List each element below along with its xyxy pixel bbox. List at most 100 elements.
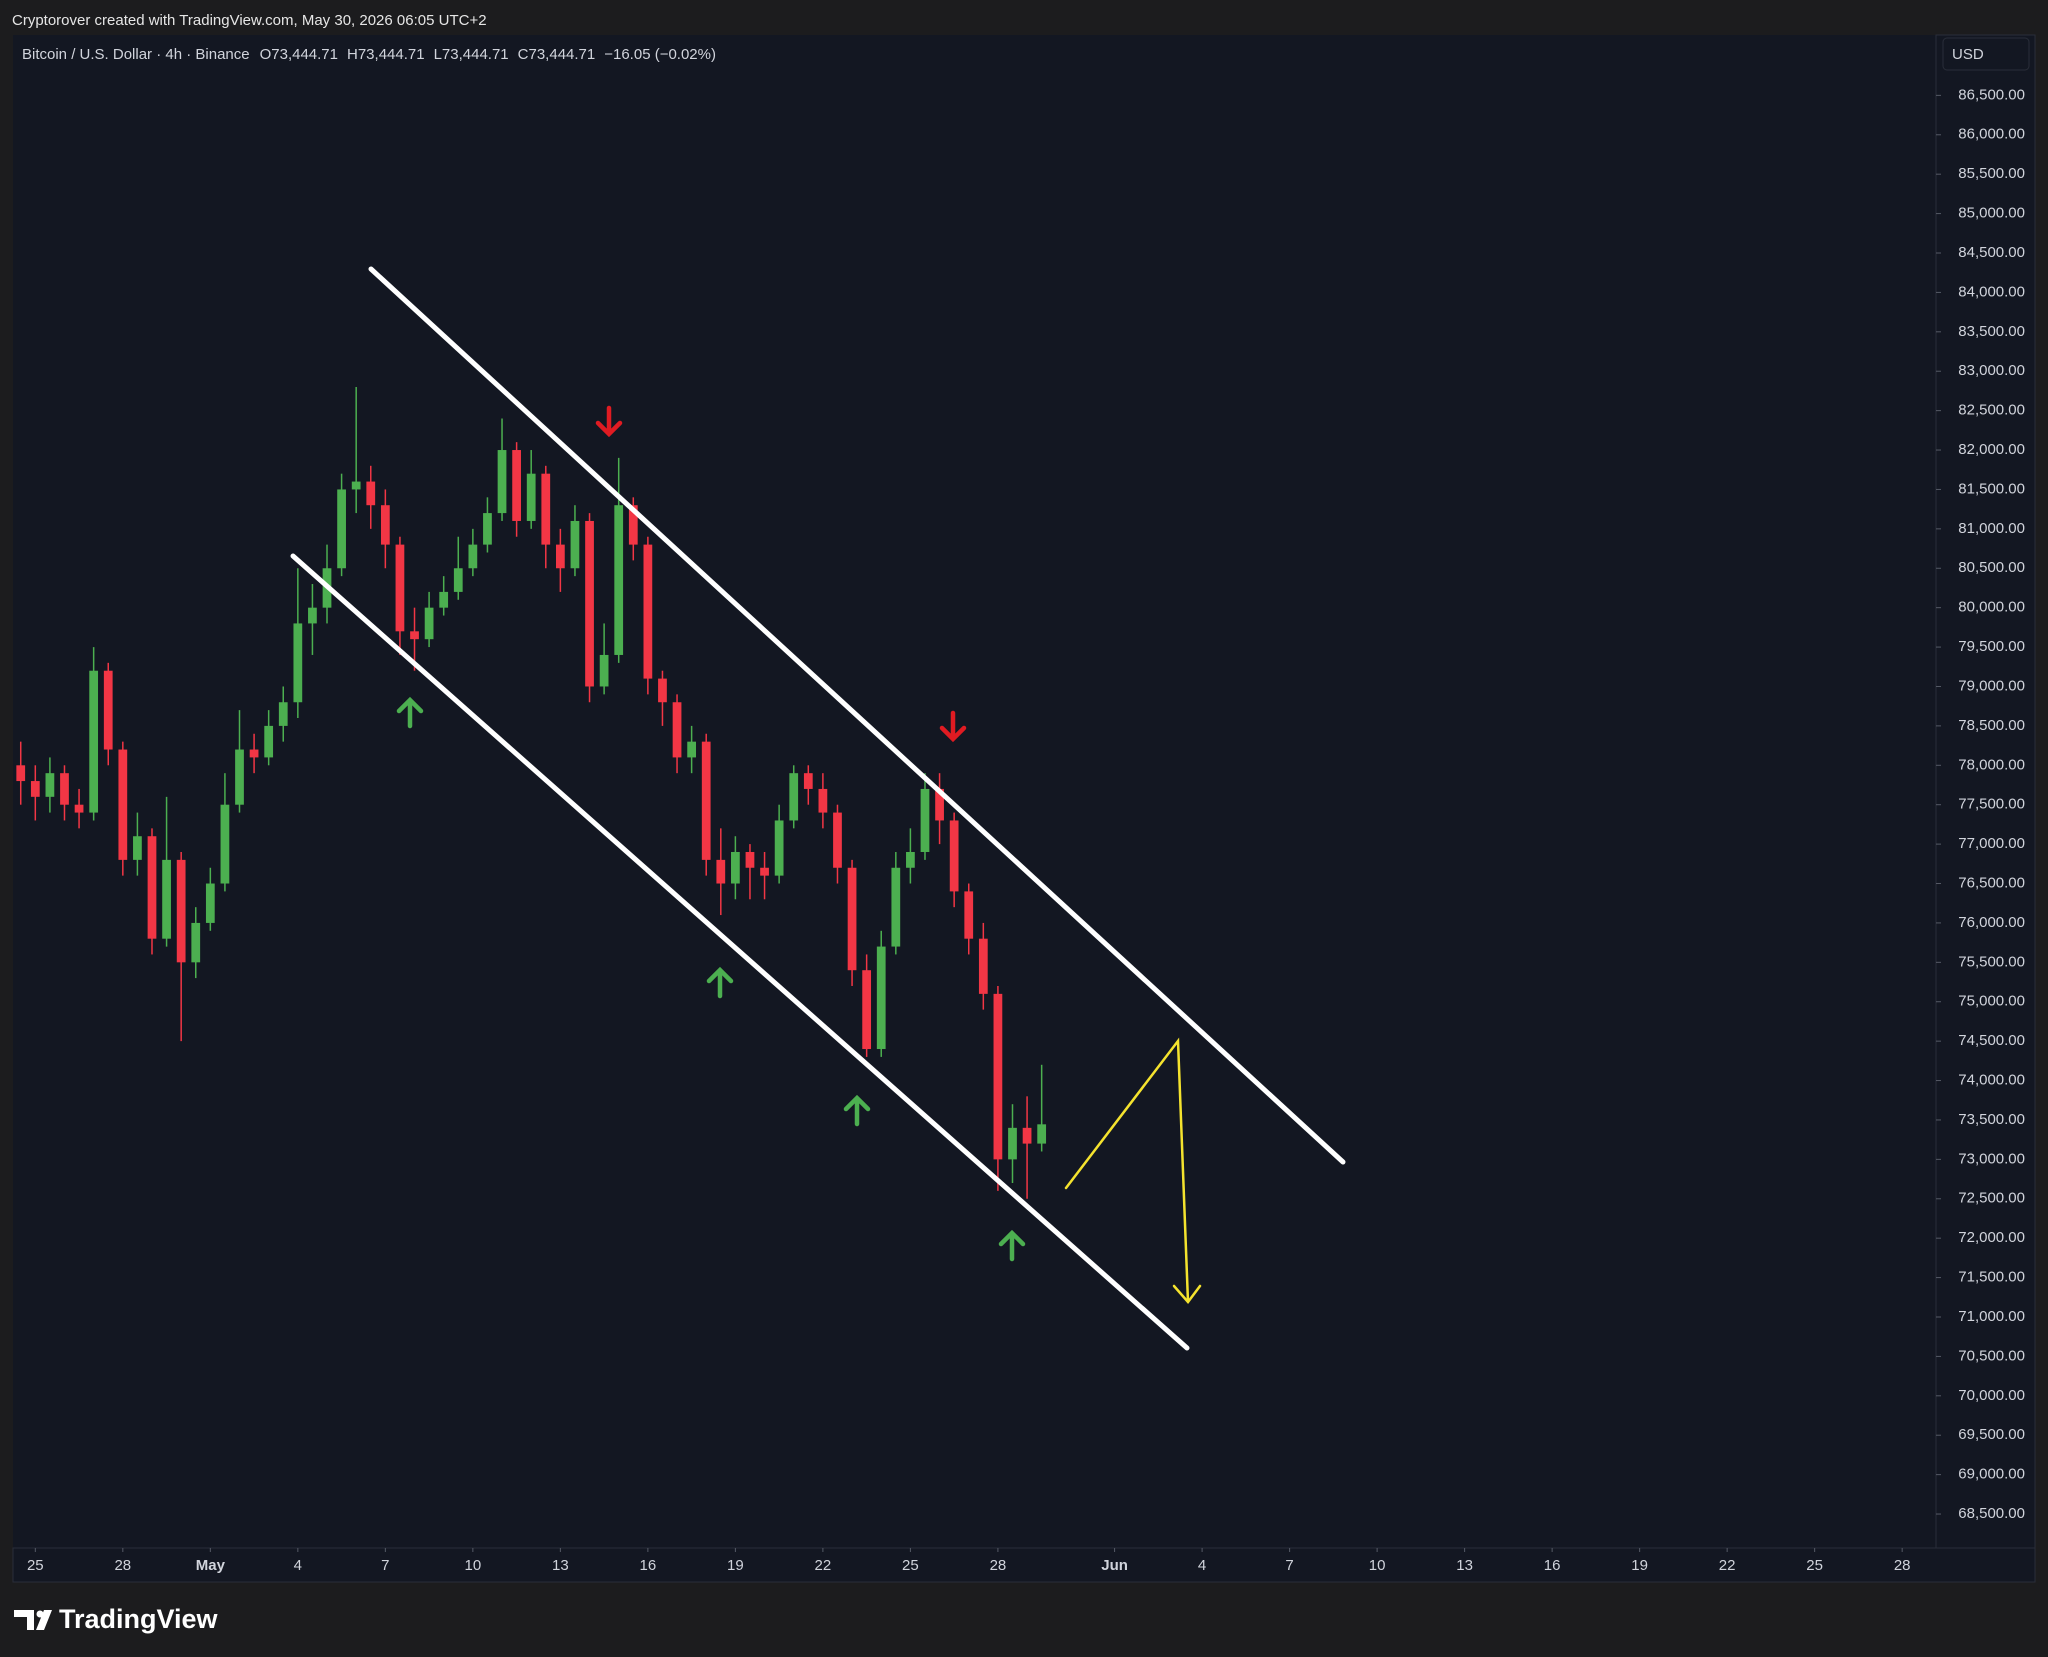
y-tick-label: 80,500.00: [1958, 559, 2025, 576]
candle-body: [191, 922, 201, 963]
candle-body: [701, 741, 711, 860]
candle-body: [439, 591, 449, 608]
y-tick-label: 69,000.00: [1958, 1466, 2025, 1483]
y-tick-label: 77,500.00: [1958, 796, 2025, 813]
logo-dot: [36, 1610, 44, 1618]
candle-body: [45, 773, 55, 797]
y-tick-label: 73,000.00: [1958, 1150, 2025, 1167]
candle-body: [541, 473, 551, 545]
candle-body: [162, 859, 171, 939]
x-tick-label: 28: [114, 1557, 131, 1574]
x-tick-label: 10: [1369, 1557, 1386, 1574]
candle-body: [920, 788, 930, 852]
candle-body: [220, 804, 230, 884]
time-axis: [12, 1547, 2036, 1583]
candle-body: [862, 970, 872, 1050]
candle-body: [803, 773, 813, 789]
candle-body: [235, 749, 244, 805]
candle-body: [760, 867, 769, 876]
x-tick-label: 28: [1894, 1557, 1911, 1574]
x-tick-label: 4: [294, 1557, 302, 1574]
x-tick-label: 16: [1544, 1557, 1561, 1574]
candle-body: [935, 788, 944, 821]
candle-body: [876, 946, 886, 1050]
legend-value: 73,444.71: [529, 46, 596, 63]
y-tick-label: 74,000.00: [1958, 1072, 2025, 1089]
candle-body: [118, 749, 128, 860]
x-tick-label: 7: [381, 1557, 389, 1574]
legend-key: O: [260, 46, 272, 63]
y-tick-label: 81,500.00: [1958, 480, 2025, 497]
projection-arrowhead: [1172, 1284, 1202, 1304]
y-tick-label: 80,000.00: [1958, 599, 2025, 616]
logo: TradingView: [14, 1604, 219, 1634]
legend-change: −16.05 (−0.02%): [604, 46, 716, 63]
candle-body: [424, 607, 434, 640]
x-tick-label: Jun: [1101, 1557, 1128, 1574]
candle-body: [74, 804, 84, 813]
candle-body: [89, 670, 99, 813]
candle-body: [774, 820, 784, 876]
x-tick-label: 10: [465, 1557, 482, 1574]
y-tick-label: 71,500.00: [1958, 1269, 2025, 1286]
symbol: Bitcoin / U.S. Dollar · 4h · Binance: [22, 46, 250, 63]
y-tick-label: 84,000.00: [1958, 283, 2025, 300]
x-tick-label: 25: [27, 1557, 44, 1574]
y-tick-label: 78,500.00: [1958, 717, 2025, 734]
candle-body: [847, 867, 857, 971]
x-tick-label: 4: [1198, 1557, 1206, 1574]
y-tick-label: 71,000.00: [1958, 1308, 2025, 1325]
y-tick-label: 70,000.00: [1958, 1387, 2025, 1404]
candle-body: [833, 812, 842, 868]
y-tick-label: 70,500.00: [1958, 1347, 2025, 1364]
candle-body: [147, 836, 157, 939]
currency-box[interactable]: [1942, 37, 2030, 71]
candle-body: [410, 631, 419, 640]
x-tick-label: 16: [640, 1557, 657, 1574]
x-tick-label: 19: [1631, 1557, 1648, 1574]
y-tick-label: 86,000.00: [1958, 126, 2025, 143]
y-tick-label: 75,000.00: [1958, 993, 2025, 1010]
y-tick-label: 83,000.00: [1958, 362, 2025, 379]
legend-value: 73,444.71: [358, 46, 425, 63]
y-tick-label: 85,500.00: [1958, 165, 2025, 182]
candle-body: [628, 505, 638, 545]
y-tick-label: 74,500.00: [1958, 1032, 2025, 1049]
candle-body: [789, 773, 799, 821]
candle-body: [483, 513, 492, 545]
candle-body: [570, 520, 580, 569]
x-tick-label: 13: [1456, 1557, 1473, 1574]
x-tick-label: 25: [902, 1557, 919, 1574]
candle-body: [176, 859, 186, 963]
x-tick-label: 22: [815, 1557, 832, 1574]
y-tick-label: 82,000.00: [1958, 441, 2025, 458]
candle-body: [672, 702, 682, 758]
candle-body: [993, 993, 1003, 1160]
x-tick-label: May: [196, 1557, 226, 1574]
y-tick-label: 68,500.00: [1958, 1505, 2025, 1522]
candle-body: [337, 489, 346, 569]
sell-arrow: [595, 405, 623, 438]
x-tick-label: 19: [727, 1557, 744, 1574]
candle-body: [103, 670, 113, 750]
candle-body: [512, 450, 521, 521]
candle-body: [818, 788, 828, 813]
candle-body: [60, 773, 69, 805]
candle-body: [643, 544, 653, 679]
candle-body: [731, 851, 740, 884]
y-tick-label: 75,500.00: [1958, 953, 2025, 970]
sell-arrow: [939, 710, 967, 743]
legend-value: 73,444.71: [271, 46, 338, 63]
y-tick-label: 83,500.00: [1958, 323, 2025, 340]
candle-body: [978, 938, 988, 994]
candle-body: [380, 505, 390, 545]
candle-body: [599, 654, 609, 687]
y-tick-label: 79,000.00: [1958, 677, 2025, 694]
legend-value: 73,444.71: [442, 46, 509, 63]
candle-body: [1037, 1124, 1047, 1144]
buy-arrow: [706, 966, 734, 999]
y-tick-label: 85,000.00: [1958, 205, 2025, 222]
buy-arrow: [843, 1094, 871, 1127]
candle-body: [395, 544, 405, 632]
candle-body: [891, 867, 901, 947]
